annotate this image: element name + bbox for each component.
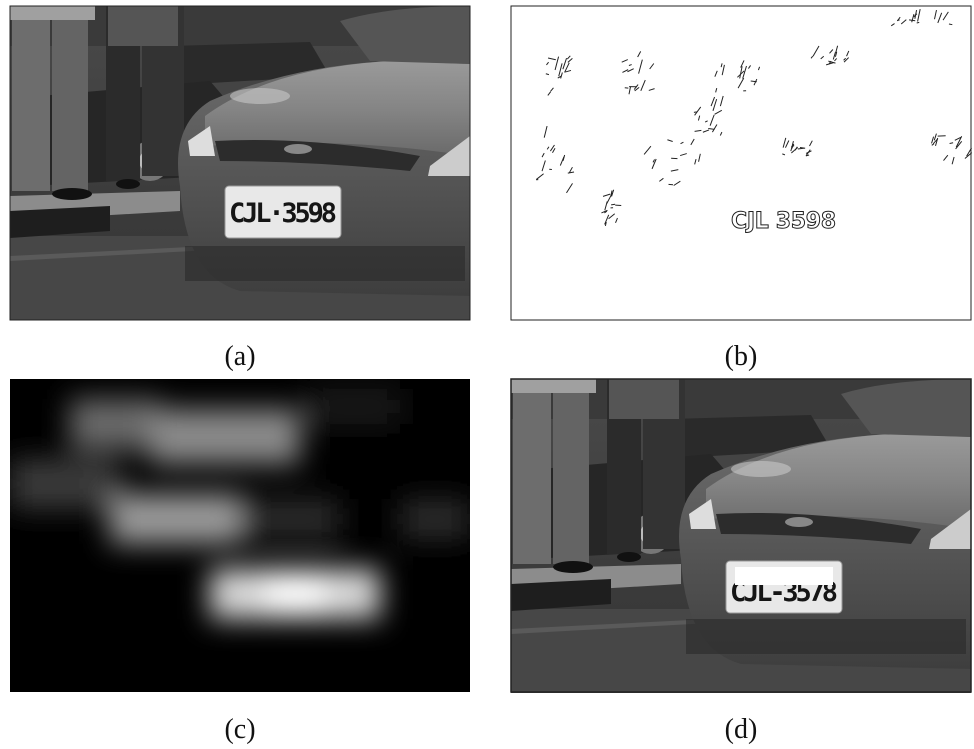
edge-stroke: [917, 22, 919, 23]
caption: (b): [725, 341, 758, 372]
blob: [310, 389, 400, 424]
figure: CJL·3598 (a) CJL 3598 (b) (c) CJL-3578: [0, 0, 974, 749]
blob: [150, 409, 300, 464]
blob: [10, 459, 120, 509]
blob: [400, 499, 470, 539]
caption: (d): [725, 714, 758, 745]
blob: [265, 574, 325, 614]
edge-stroke: [949, 24, 952, 25]
photo: [10, 6, 470, 320]
plate-text: CJL 3598: [731, 209, 836, 234]
page: {"figure": {"panels": [ {"caption": "(a)…: [0, 0, 974, 749]
plate-mask: [735, 567, 833, 585]
blob: [70, 399, 160, 449]
caption: (c): [224, 714, 255, 745]
edge-stroke: [611, 204, 615, 205]
photo: [511, 379, 971, 693]
edge-stroke: [897, 20, 899, 21]
caption: (a): [224, 341, 255, 372]
panel-border: [511, 6, 971, 320]
panel-a: CJL·3598: [10, 6, 470, 320]
panel-b: CJL 3598: [511, 6, 972, 320]
blob: [240, 499, 340, 539]
plate-text: CJL·3598: [229, 198, 337, 229]
panel-c: [10, 379, 470, 692]
panel-d: CJL-3578: [511, 379, 971, 693]
blob: [110, 494, 240, 544]
